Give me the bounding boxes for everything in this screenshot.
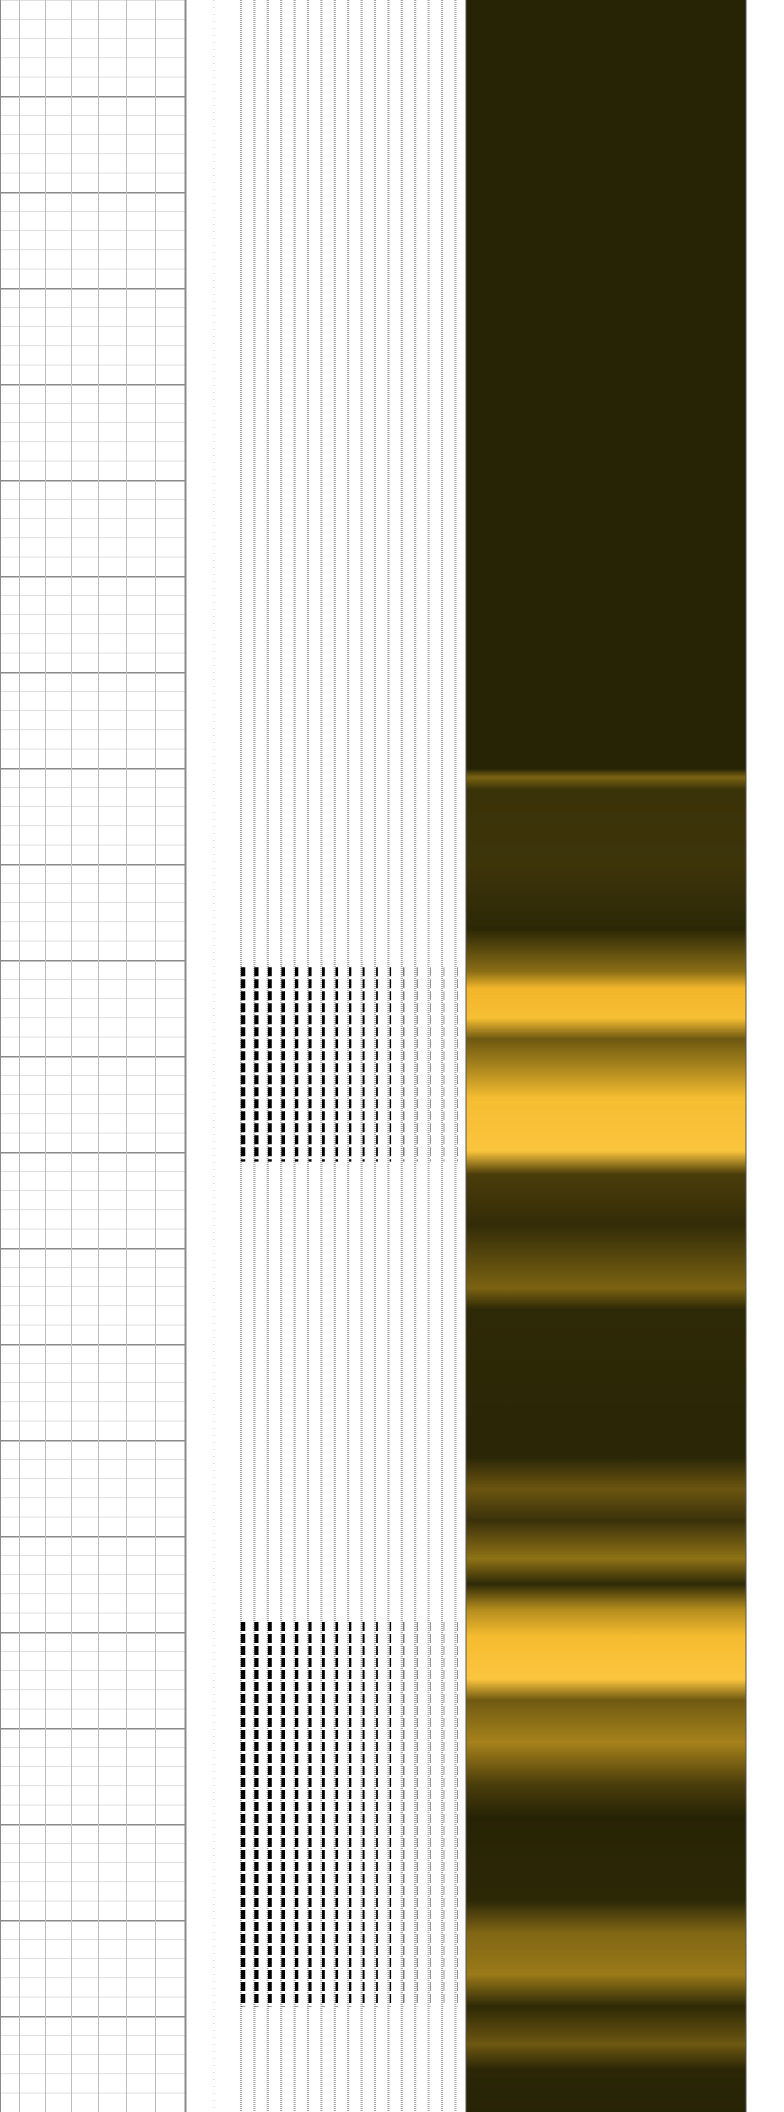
major-grid: [0, 5, 186, 2112]
waveform-track: [213, 0, 458, 2112]
heatmap-track: [466, 0, 746, 2112]
depth-grid: [0, 0, 187, 2112]
